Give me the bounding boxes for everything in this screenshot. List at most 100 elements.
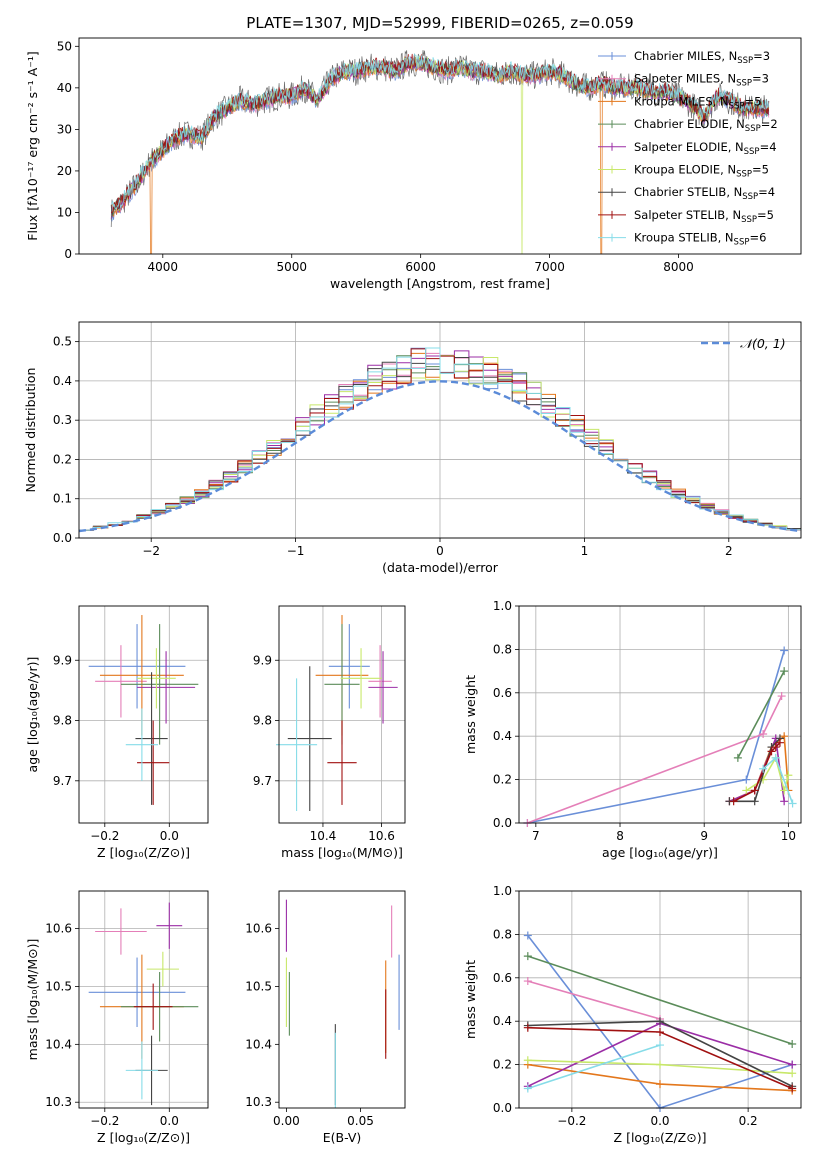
- weight-point: [777, 692, 786, 701]
- y-axis-label: Flux [fλ10⁻¹⁷ erg cm⁻² s⁻¹ A⁻¹]: [25, 51, 40, 240]
- legend-label: Salpeter ELODIE, NSSP=4: [634, 140, 777, 157]
- x-tick-label: 9: [700, 829, 708, 843]
- y-axis-label: mass [log₁₀(M/M⊙)]: [25, 939, 40, 1061]
- x-axis-label: wavelength [Angstrom, rest frame]: [330, 276, 550, 291]
- x-tick-label: −0.2: [557, 1114, 586, 1128]
- y-axis-label: age [log₁₀(age/yr)]: [25, 657, 40, 773]
- x-tick-label: 7000: [534, 260, 565, 274]
- weight-point: [759, 764, 768, 773]
- y-tick-label: 0.4: [53, 374, 72, 388]
- x-tick-label: 0.2: [739, 1114, 758, 1128]
- x-axis-label: Z [log₁₀(Z/Z⊙)]: [97, 845, 190, 860]
- y-tick-label: 9.8: [253, 714, 272, 728]
- y-tick-label: 10.4: [45, 1037, 72, 1051]
- x-axis-label: mass [log₁₀(M/M⊙)]: [281, 845, 403, 860]
- weight-point: [750, 786, 759, 795]
- panel-weight_vs_Z: −0.2 0.0 0.2 0.0 0.2 0.4 0.6 0.8 1.0 Z [log₁₀(Z/Z…: [463, 884, 802, 1145]
- weight-line: [737, 670, 785, 759]
- spectrum-lines: [110, 50, 770, 254]
- figure-title: PLATE=1307, MJD=52999, FIBERID=0265, z=0…: [246, 14, 633, 32]
- weight-point: [750, 797, 759, 806]
- x-tick-label: −0.2: [90, 829, 119, 843]
- x-axis-label: (data-model)/error: [382, 560, 499, 575]
- weight-point: [780, 797, 789, 806]
- y-tick-label: 1.0: [493, 884, 512, 898]
- x-tick-label: −0.2: [90, 1114, 119, 1128]
- axes-frame: [278, 605, 406, 824]
- weight-point: [771, 753, 780, 762]
- y-tick-label: 30: [57, 122, 72, 136]
- weight-point: [788, 1039, 797, 1048]
- weight-point: [788, 1084, 797, 1093]
- panel-residuals: −2 −1 0 1 2 0.0 0.1 0.2 0.3 0.4 0.5 (data-model)/er…: [23, 321, 802, 575]
- x-tick-label: 0.0: [650, 1114, 669, 1128]
- y-tick-label: 0.0: [493, 816, 512, 830]
- weight-point: [771, 743, 780, 752]
- weight-point: [523, 1084, 532, 1093]
- weight-point: [523, 1023, 532, 1032]
- axes-frame: [78, 321, 802, 539]
- panel-age_vs_Z: −0.2 0.0 9.7 9.8 9.9 Z [log₁₀(Z/Z⊙)] age [log₁…: [25, 605, 209, 860]
- y-tick-label: 0.3: [53, 413, 72, 427]
- x-tick-label: −1: [287, 544, 305, 558]
- weight-point: [759, 775, 768, 784]
- axes-frame: [518, 890, 802, 1109]
- y-tick-label: 50: [57, 39, 72, 53]
- gaussian-reference-line: [78, 380, 802, 533]
- weight-point: [780, 786, 789, 795]
- weight-point: [729, 797, 738, 806]
- weight-point: [775, 738, 784, 747]
- y-tick-label: 9.9: [253, 653, 272, 667]
- y-tick-label: 0.4: [493, 1014, 512, 1028]
- y-tick-label: 0.4: [493, 729, 512, 743]
- axes-frame: [78, 605, 209, 824]
- x-tick-label: 4000: [148, 260, 179, 274]
- y-axis-label: mass weight: [463, 675, 478, 754]
- weight-point: [788, 1069, 797, 1078]
- legend-label: Kroupa ELODIE, NSSP=5: [634, 163, 769, 180]
- weight-line: [729, 737, 781, 803]
- panel-age_vs_mass: 10.4 10.6 9.7 9.8 9.9 mass [log₁₀(M/M⊙)]: [253, 605, 406, 860]
- y-tick-label: 10.6: [45, 922, 72, 936]
- y-tick-label: 10.5: [45, 979, 72, 993]
- panel-mass_vs_ebv: 0.00 0.05 10.3 10.4 10.5 10.6 E(B-V): [245, 890, 406, 1145]
- x-tick-label: 0.05: [347, 1114, 374, 1128]
- weight-point: [788, 799, 797, 808]
- axes-frame: [78, 890, 209, 1109]
- weight-point: [780, 646, 789, 655]
- x-tick-label: 5000: [276, 260, 307, 274]
- x-tick-label: 10: [781, 829, 796, 843]
- y-tick-label: 20: [57, 164, 72, 178]
- x-tick-label: 0.00: [273, 1114, 300, 1128]
- weight-point: [523, 1056, 532, 1065]
- legend-label: Chabrier MILES, NSSP=3: [634, 49, 770, 66]
- legend-label: 𝒩(0, 1): [740, 336, 786, 351]
- y-tick-label: 9.8: [53, 714, 72, 728]
- weight-point: [523, 931, 532, 940]
- x-axis-label: Z [log₁₀(Z/Z⊙)]: [614, 1130, 707, 1145]
- y-tick-label: 0.2: [53, 452, 72, 466]
- weight-point: [742, 786, 751, 795]
- weight-point: [656, 1080, 664, 1089]
- model-spectrum-line: [111, 52, 770, 210]
- y-tick-label: 0.8: [493, 927, 512, 941]
- y-tick-label: 40: [57, 81, 72, 95]
- y-tick-label: 10.3: [45, 1095, 72, 1109]
- weight-point: [733, 753, 742, 762]
- weight-point: [742, 775, 751, 784]
- weight-line: [527, 980, 661, 1020]
- y-tick-label: 0.2: [493, 1058, 512, 1072]
- weight-point: [523, 977, 532, 986]
- weight-line: [527, 955, 793, 1045]
- x-tick-label: 0.0: [160, 1114, 179, 1128]
- weight-point: [656, 1028, 664, 1037]
- data-spectrum-line: [110, 50, 770, 228]
- y-tick-label: 0.0: [53, 531, 72, 545]
- y-tick-label: 1.0: [493, 599, 512, 613]
- axes-frame: [78, 37, 802, 255]
- x-tick-label: 0: [436, 544, 444, 558]
- y-tick-label: 10.4: [245, 1037, 272, 1051]
- y-tick-label: 10.3: [245, 1095, 272, 1109]
- y-tick-label: 9.7: [53, 774, 72, 788]
